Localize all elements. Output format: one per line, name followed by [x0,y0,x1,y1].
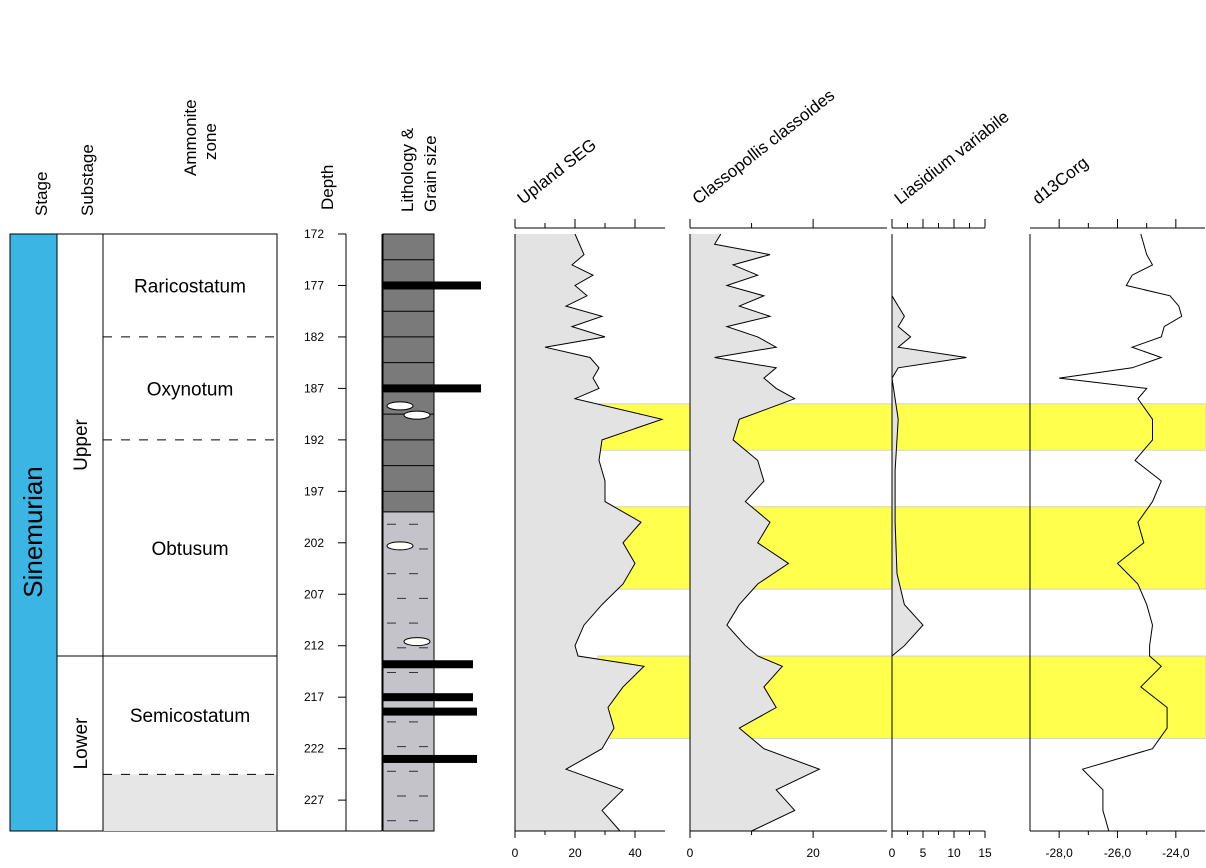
nodule [386,401,414,411]
panel-title: Liasidium variabile [891,107,1013,208]
lithology-light-interval [382,511,435,832]
lithology-bar [383,754,477,763]
x-tick-label: 20 [806,846,820,860]
x-tick-label: -28,0 [1045,846,1073,860]
stage-label: Sinemurian [18,466,48,598]
depth-column: 172 177 182 187 192 197 202 207 212 217 222 227 [277,227,382,832]
depth-tick-label: 182 [304,330,324,344]
x-tick-label: -24,0 [1162,846,1190,860]
series-fill [892,234,967,831]
x-tick-label: 15 [978,846,992,860]
x-tick-label: 40 [628,846,642,860]
ammonite-zone-label: Oxynotum [147,379,234,400]
lithology-bar [383,660,473,669]
depth-tick-label: 202 [304,536,324,550]
lithology-bar [383,693,473,702]
depth-tick-label: 187 [304,381,324,395]
depth-header: Depth [318,165,337,210]
series-fill [515,234,662,831]
x-tick-label: 5 [920,846,927,860]
ammonite-zone-header-line1: Ammonite [181,99,200,176]
x-tick-label: 10 [947,846,961,860]
x-tick-label: 0 [687,846,694,860]
proxy-panels: 0 20 40 Upland SEG 0 20 Classopollis classoide… [512,86,1205,860]
lithology-bar [383,384,481,393]
highlight-band [597,506,1206,590]
x-tick-label: 0 [512,846,519,860]
depth-tick-label: 222 [304,742,324,756]
substage-header: Substage [78,144,97,216]
depth-tick-label: 192 [304,433,324,447]
depth-tick-label: 207 [304,587,324,601]
series-fill [690,234,820,831]
depth-tick-label: 197 [304,484,324,498]
panel-title: Upland SEG [514,135,600,208]
column-headers: Stage Substage Ammonite zone Depth Litho… [32,99,440,216]
substage-label: Upper [71,418,92,470]
lithology-dark-interval [382,233,435,513]
depth-tick-label: 172 [304,227,324,241]
highlight-bands [597,403,1206,739]
x-tick-label: 20 [568,846,582,860]
substage-label: Lower [71,717,92,769]
ammonite-zone-label: Raricostatum [134,276,246,297]
depth-tick-label: 217 [304,690,324,704]
lithology-header-line2: Grain size [421,135,440,212]
series-line [544,233,664,832]
depth-tick-label: 227 [304,793,324,807]
nodule [403,637,431,647]
lithology-bar [383,281,481,290]
panel-3: 0 5 10 15 Liasidium variabile [889,107,1013,860]
panel-title: Classopollis classoides [689,86,838,209]
depth-tick-label: 177 [304,278,324,292]
stratigraphy-columns: Sinemurian Upper Lower Raricostatum Oxynot… [9,233,278,832]
unzoned-interval [103,774,277,831]
ammonite-column [102,233,278,832]
highlight-band [597,403,1206,451]
lithology-header-line1: Lithology & [398,127,417,212]
lithology-column [381,233,481,832]
ammonite-zone-header-line2: zone [201,123,220,160]
stage-header: Stage [32,172,51,216]
nodule [403,410,431,420]
panel-2: 0 20 Classopollis classoides [687,86,887,860]
series-line [713,233,821,832]
panel-title: d13Corg [1029,153,1092,208]
panel-1: 0 20 40 Upland SEG [512,135,665,860]
x-tick-label: -26,0 [1104,846,1132,860]
depth-tick-label: 212 [304,639,324,653]
ammonite-zone-label: Obtusum [151,539,228,560]
ammonite-zone-label: Semicostatum [130,706,250,727]
nodule [386,541,414,551]
series-line [1059,233,1183,832]
x-tick-label: 0 [889,846,896,860]
lithology-bar [383,707,477,716]
highlight-band [597,655,1206,739]
stage-box [9,233,58,832]
